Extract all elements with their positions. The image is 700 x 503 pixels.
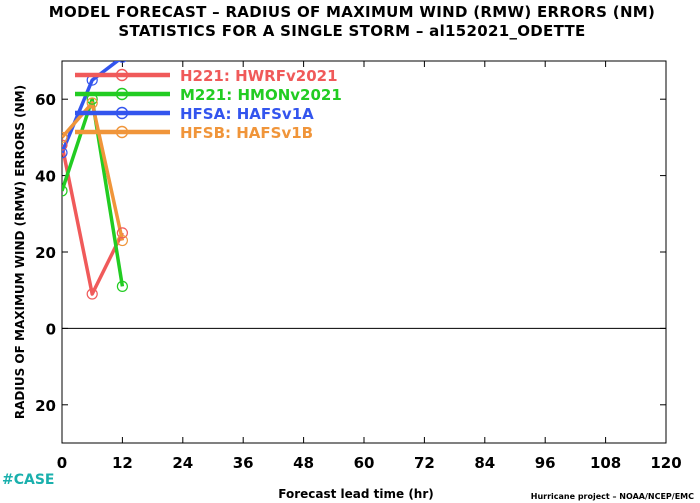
series-point [62, 147, 68, 159]
y-tick-label: 0 [46, 320, 56, 338]
legend-label: HFSB: HAFSv1B [180, 124, 313, 142]
case-label: #CASE [2, 472, 55, 488]
series-point [118, 61, 127, 63]
y-tick-label: 40 [35, 168, 56, 186]
x-tick-label: 96 [535, 454, 556, 472]
x-tick-label: 72 [414, 454, 435, 472]
x-axis-label: Forecast lead time (hr) [278, 487, 434, 501]
x-tick-label: 36 [233, 454, 254, 472]
series-point [86, 97, 98, 109]
plot-frame [61, 60, 667, 444]
credit-text: Hurricane project – NOAA/NCEP/EMC [531, 492, 694, 501]
series-point [62, 185, 68, 197]
y-tick-label: 20 [35, 397, 56, 415]
series-point [116, 280, 129, 292]
chart-title-line2: STATISTICS FOR A SINGLE STORM – al152021… [118, 22, 585, 40]
x-tick-label: 120 [650, 454, 681, 472]
series-point [62, 139, 68, 151]
y-tick-label: 60 [35, 91, 56, 109]
x-tick-label: 84 [474, 454, 495, 472]
x-tick-label: 0 [57, 454, 67, 472]
series-line [62, 144, 124, 296]
x-tick-label: 60 [354, 454, 375, 472]
x-tick-label: 48 [293, 454, 314, 472]
axis-ticks: 0 12 24 36 48 60 72 84 96 108 120 20 0 20 40 60 [35, 61, 682, 472]
series-point [62, 131, 68, 143]
legend-label: HFSA: HAFSv1A [180, 105, 314, 123]
chart-title-line1: MODEL FORECAST – RADIUS OF MAXIMUM WIND … [49, 3, 655, 21]
legend-marker [115, 87, 129, 101]
legend-marker [115, 125, 129, 139]
y-axis-label: RADIUS OF MAXIMUM WIND (RMW) ERRORS (NM) [13, 85, 27, 419]
legend-marker [115, 106, 129, 120]
series-layer [62, 61, 129, 300]
y-tick-label: 20 [35, 244, 56, 262]
series-point [86, 288, 98, 300]
series-point [116, 234, 129, 247]
legend-label: H221: HWRFv2021 [180, 67, 338, 85]
x-tick-label: 108 [590, 454, 621, 472]
series-line [62, 101, 125, 241]
legend-marker [115, 68, 129, 82]
x-tick-label: 12 [112, 454, 133, 472]
series-point [116, 227, 129, 239]
x-tick-label: 24 [172, 454, 193, 472]
legend-label: M221: HMONv2021 [180, 86, 342, 104]
series-line [62, 97, 125, 287]
